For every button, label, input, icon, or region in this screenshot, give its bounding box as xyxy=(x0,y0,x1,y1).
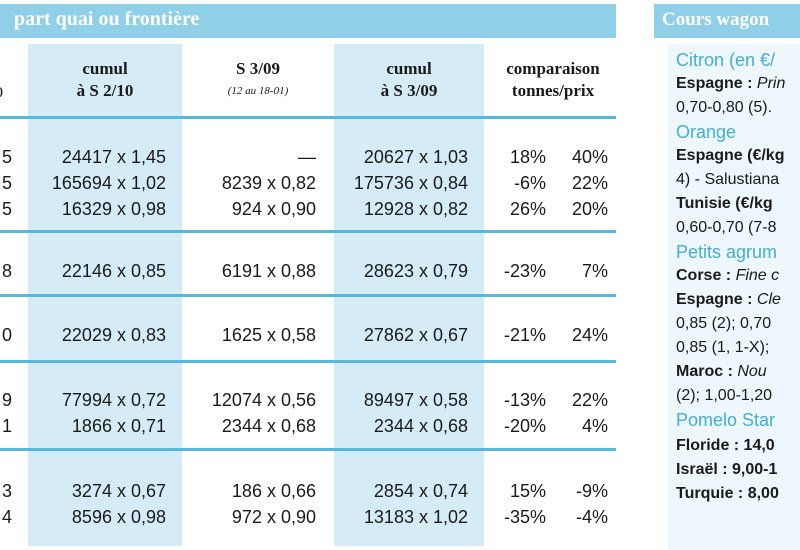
sidebar-line-plain: 0,70-0,80 (5). xyxy=(676,99,773,116)
cell-cumul-s3: 28623 x 0,79 xyxy=(363,261,468,281)
sidebar-line-fruit: Pomelo Star xyxy=(676,410,776,430)
cell-s3: — xyxy=(298,147,316,167)
cell-pct-prix: 22% xyxy=(571,173,608,193)
col-header-label: S 3/09 xyxy=(236,59,280,78)
cell-pct-prix: -9% xyxy=(575,481,608,501)
cell-s3: 1625 x 0,58 xyxy=(221,325,316,345)
sidebar-line-country: Espagne (€/kg xyxy=(676,147,785,164)
sidebar-line-fruit: Citron (en €/ xyxy=(676,50,776,70)
col-header-cumul-s2: cumul à S 2/10 xyxy=(28,58,182,102)
sidebar-line-country: Maroc : Nou xyxy=(676,363,767,380)
cell-pct-tonnes: -23% xyxy=(503,261,546,281)
col-header-sub: (12 au 18-01) xyxy=(227,85,289,97)
cell-pct-prix: 24% xyxy=(571,325,608,345)
section-title: part quai ou frontière xyxy=(14,8,200,30)
cell-pct-tonnes: -13% xyxy=(503,390,546,410)
cell-cumul-s3: 20627 x 1,03 xyxy=(363,147,468,167)
col-header-label: cumul xyxy=(386,59,432,78)
cell-s3: 186 x 0,66 xyxy=(231,481,316,501)
cell-cumul-s3: 89497 x 0,58 xyxy=(363,390,468,410)
cell-s3: 12074 x 0,56 xyxy=(211,390,316,410)
sidebar-line-country: Turquie : 8,00 xyxy=(676,485,779,502)
sidebar-line-country: Corse : Fine c xyxy=(676,267,780,284)
col-header-0: ) xyxy=(0,80,8,102)
cell-cumul-s2: 165694 x 1,02 xyxy=(51,173,166,193)
cell-prev: 1 xyxy=(1,416,12,436)
divider xyxy=(0,230,616,233)
cell-s3: 8239 x 0,82 xyxy=(221,173,316,193)
col-header-s3: S 3/09 (12 au 18-01) xyxy=(190,58,326,102)
col-header-cumul-s3: cumul à S 3/09 xyxy=(334,58,484,102)
cell-cumul-s3: 175736 x 0,84 xyxy=(353,173,468,193)
col-header-sub: à S 3/09 xyxy=(380,81,438,100)
cell-s3: 6191 x 0,88 xyxy=(221,261,316,281)
cell-cumul-s2: 24417 x 1,45 xyxy=(61,147,166,167)
sidebar-line-country: Espagne : Prin xyxy=(676,75,786,92)
sidebar-line-fruit: Orange xyxy=(676,122,737,142)
cell-cumul-s2: 22029 x 0,83 xyxy=(61,325,166,345)
cell-prev: 0 xyxy=(1,325,12,345)
cell-prev: 8 xyxy=(1,261,12,281)
sidebar-panel: Citron (en €/ Espagne : Prin 0,70-0,80 (5)… xyxy=(668,44,800,550)
col-header-sub: à S 2/10 xyxy=(76,81,134,100)
sidebar-title: Cours wagon xyxy=(662,9,770,30)
cell-s3: 972 x 0,90 xyxy=(231,507,316,527)
col-header-label: cumul xyxy=(82,59,128,78)
cell-pct-prix: 4% xyxy=(581,416,608,436)
col-header-sub: tonnes/prix xyxy=(511,81,595,100)
cell-pct-prix: 40% xyxy=(571,147,608,167)
cell-cumul-s2: 1866 x 0,71 xyxy=(71,416,166,436)
cell-pct-prix: 22% xyxy=(571,390,608,410)
col-header-label: comparaison xyxy=(506,59,600,78)
divider xyxy=(0,448,616,451)
sidebar-line-country: Floride : 14,0 xyxy=(676,437,775,454)
section-header: part quai ou frontière xyxy=(0,4,616,38)
sidebar-line-fruit: Petits agrum xyxy=(676,242,778,262)
cell-pct-tonnes: 18% xyxy=(509,147,546,167)
cell-s3: 924 x 0,90 xyxy=(231,199,316,219)
cell-pct-tonnes: -6% xyxy=(513,173,546,193)
sidebar-line-plain: 0,60-0,70 (7-8 xyxy=(676,219,777,236)
cell-pct-prix: 7% xyxy=(581,261,608,281)
sidebar-line-country: Israël : 9,00-1 xyxy=(676,461,778,478)
cell-cumul-s2: 3274 x 0,67 xyxy=(71,481,166,501)
cell-cumul-s2: 77994 x 0,72 xyxy=(61,390,166,410)
cell-pct-tonnes: 15% xyxy=(509,481,546,501)
cell-prev: 5 xyxy=(1,173,12,193)
sidebar-line-plain: 0,85 (2); 0,70 xyxy=(676,315,772,332)
cell-pct-tonnes: -20% xyxy=(503,416,546,436)
cell-prev: 5 xyxy=(1,199,12,219)
sidebar-line-plain: 0,85 (1, 1-X); xyxy=(676,339,770,356)
cell-cumul-s2: 22146 x 0,85 xyxy=(61,261,166,281)
sidebar-header: Cours wagon xyxy=(654,4,800,38)
cell-cumul-s2: 8596 x 0,98 xyxy=(71,507,166,527)
cell-prev: 4 xyxy=(1,507,12,527)
sidebar-line-country: Espagne : Cle xyxy=(676,291,781,308)
cell-prev: 5 xyxy=(1,147,12,167)
sidebar-line-plain: (2); 1,00-1,20 xyxy=(676,387,773,404)
sidebar-line-plain: 4) - Salustiana xyxy=(676,171,780,188)
cell-cumul-s2: 16329 x 0,98 xyxy=(61,199,166,219)
cell-pct-prix: -4% xyxy=(575,507,608,527)
cell-pct-tonnes: -21% xyxy=(503,325,546,345)
cell-prev: 3 xyxy=(1,481,12,501)
cell-cumul-s3: 2854 x 0,74 xyxy=(373,481,468,501)
cell-pct-tonnes: -35% xyxy=(503,507,546,527)
divider xyxy=(0,116,616,119)
sidebar-line-country: Tunisie (€/kg xyxy=(676,195,773,212)
cell-cumul-s3: 12928 x 0,82 xyxy=(363,199,468,219)
cell-cumul-s3: 13183 x 1,02 xyxy=(363,507,468,527)
cell-s3: 2344 x 0,68 xyxy=(221,416,316,436)
cell-cumul-s3: 27862 x 0,67 xyxy=(363,325,468,345)
col-header-comparaison: comparaison tonnes/prix xyxy=(490,58,616,102)
divider xyxy=(0,360,616,363)
cell-pct-prix: 20% xyxy=(571,199,608,219)
cell-pct-tonnes: 26% xyxy=(509,199,546,219)
cell-prev: 9 xyxy=(1,390,12,410)
divider xyxy=(0,294,616,297)
cell-cumul-s3: 2344 x 0,68 xyxy=(373,416,468,436)
